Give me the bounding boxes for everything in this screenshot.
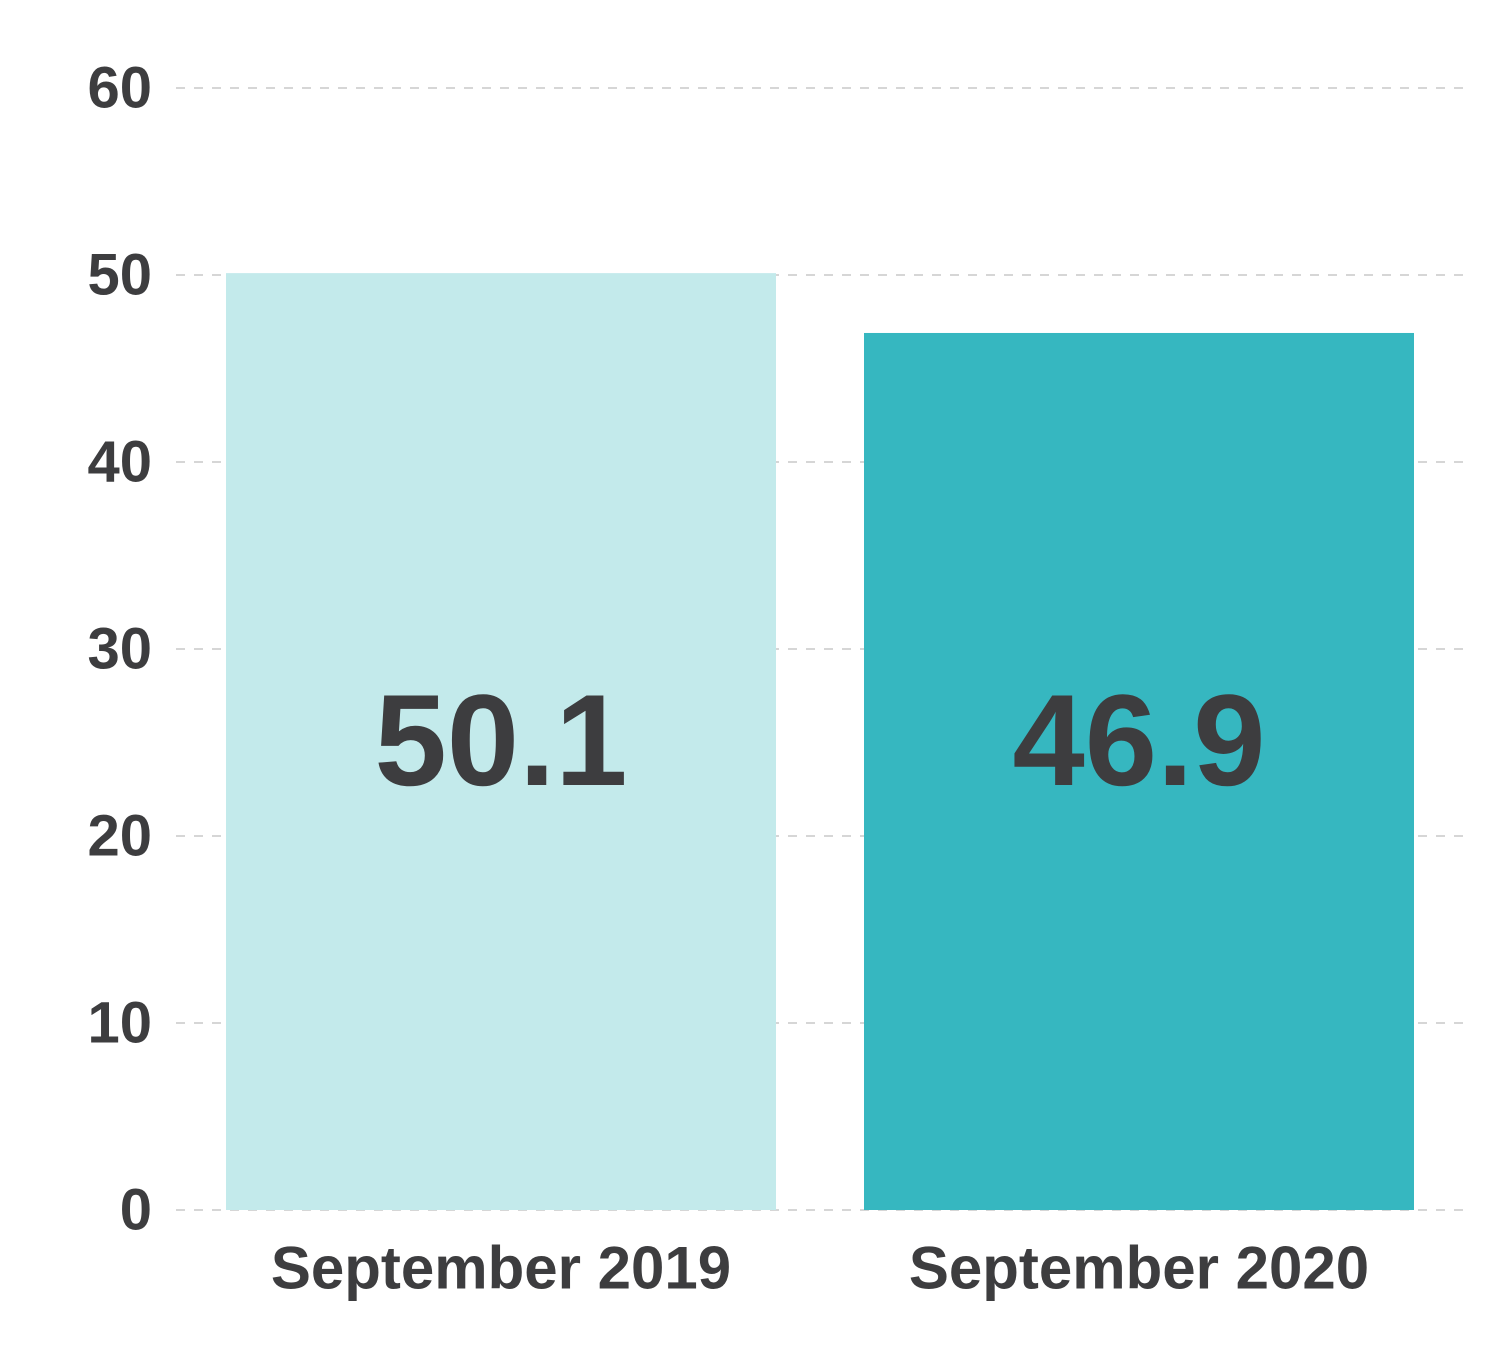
x-category-label: September 2019 (271, 1235, 731, 1302)
value-labels: 50.1 46.9 (374, 667, 1265, 813)
y-tick-label: 20 (87, 804, 152, 869)
y-tick-label: 60 (87, 56, 152, 121)
y-tick-label: 30 (87, 617, 152, 682)
x-category-label: September 2020 (909, 1235, 1369, 1302)
bar-value-label: 50.1 (374, 667, 627, 813)
bar-value-label: 46.9 (1012, 667, 1265, 813)
y-axis-ticks: 0 10 20 30 40 50 60 (87, 56, 152, 1243)
bars (226, 273, 1414, 1211)
y-tick-label: 40 (87, 430, 152, 495)
bar (226, 273, 776, 1210)
y-tick-label: 10 (87, 991, 152, 1056)
y-tick-label: 50 (87, 243, 152, 308)
x-axis-labels: September 2019 September 2020 (271, 1235, 1369, 1302)
y-tick-label: 0 (120, 1178, 152, 1243)
bar (864, 332, 1414, 1211)
